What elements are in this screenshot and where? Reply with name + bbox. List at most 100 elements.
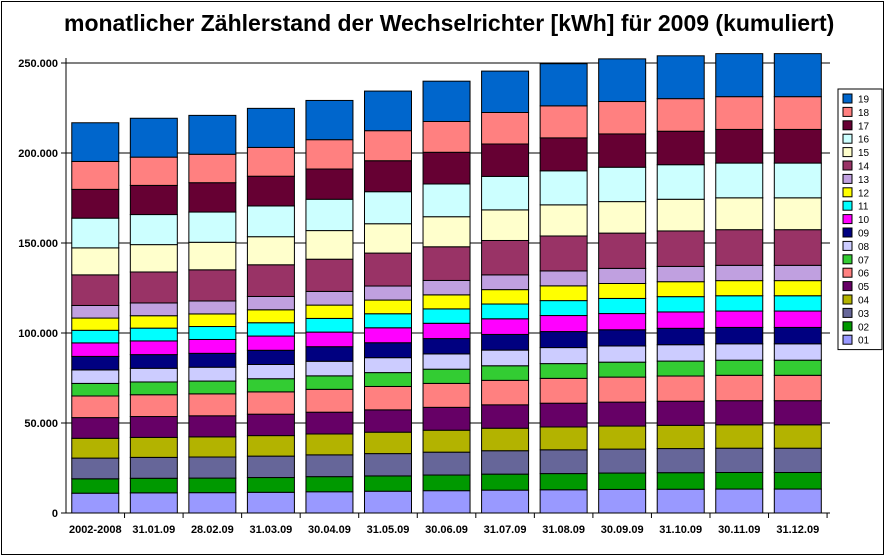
bar-segment-16: [305, 198, 354, 232]
bar-segment-15: [539, 204, 588, 237]
bar-segment-04: [71, 437, 120, 459]
bar-segment-10: [188, 338, 237, 354]
bar-segment-08: [129, 367, 178, 383]
legend-swatch: [842, 294, 853, 305]
bar-segment-06: [363, 385, 412, 411]
bar-segment-01: [422, 490, 471, 514]
bar-segment-02: [188, 477, 237, 494]
legend-label: 12: [858, 188, 870, 199]
legend-label: 10: [858, 215, 870, 226]
bar-segment-09: [539, 331, 588, 349]
y-tick-label: 50.000: [24, 418, 58, 430]
bar-segment-15: [129, 244, 178, 273]
bar-segment-13: [715, 264, 764, 282]
bar-segment-11: [539, 300, 588, 317]
bar-segment-03: [246, 455, 295, 479]
bar-segment-01: [363, 490, 412, 514]
bar-segment-01: [246, 491, 295, 514]
bar-segment-13: [305, 290, 354, 306]
bar-segment-09: [246, 349, 295, 365]
bar-segment-05: [656, 400, 705, 426]
bar-segment-12: [129, 315, 178, 329]
bar-segment-12: [246, 309, 295, 324]
bar-segment-11: [715, 295, 764, 312]
bar-segment-14: [773, 229, 822, 266]
bar-segment-02: [656, 472, 705, 490]
bar-segment-11: [363, 313, 412, 329]
bar-segment-13: [656, 265, 705, 283]
bar-segment-11: [656, 296, 705, 313]
bar-segment-16: [188, 211, 237, 243]
bar-segment-06: [715, 374, 764, 402]
bar-segment-07: [246, 378, 295, 393]
bar-segment-02: [598, 472, 647, 490]
bar-segment-17: [188, 182, 237, 213]
bar-segment-08: [305, 360, 354, 377]
legend-label: 04: [858, 296, 870, 307]
bar-segment-03: [481, 450, 530, 475]
bar-segment-13: [188, 300, 237, 315]
bar-segment-19: [188, 114, 237, 155]
bar-segment-15: [305, 230, 354, 260]
bar-segment-09: [363, 342, 412, 359]
bar-segment-13: [363, 285, 412, 301]
bar-segment-10: [773, 310, 822, 328]
legend-swatch: [842, 267, 853, 278]
bar-segment-06: [188, 393, 237, 417]
bar-segment-05: [363, 409, 412, 433]
bar-segment-13: [773, 264, 822, 282]
bar-segment-01: [481, 489, 530, 514]
legend-swatch: [842, 227, 853, 238]
bar-segment-02: [773, 472, 822, 490]
bar-segment-10: [363, 327, 412, 344]
bar-segment-18: [422, 121, 471, 153]
bar-segment-04: [246, 435, 295, 457]
bar-segment-11: [71, 329, 120, 344]
bar-segment-03: [539, 449, 588, 475]
bar-segment-03: [363, 453, 412, 477]
bar-segment-18: [656, 98, 705, 132]
bar-segment-19: [656, 55, 705, 100]
legend-label: 18: [858, 108, 870, 119]
legend-swatch: [842, 334, 853, 345]
bar-segment-14: [246, 264, 295, 297]
bar-segment-17: [422, 151, 471, 185]
legend-label: 07: [858, 255, 870, 266]
bar-segment-15: [598, 201, 647, 234]
bar-segment-07: [71, 382, 120, 397]
bar-segment-17: [715, 128, 764, 164]
bar-segment-02: [71, 478, 120, 494]
x-tick-label: 31.12.09: [776, 524, 819, 536]
bar-segment-06: [481, 379, 530, 406]
legend-swatch: [842, 160, 853, 171]
x-tick-label: 30.09.09: [601, 524, 644, 536]
x-tick-label: 30.11.09: [718, 524, 760, 536]
bar-segment-10: [305, 331, 354, 348]
bar-segment-18: [246, 146, 295, 177]
bar-segment-19: [71, 122, 120, 162]
bar-segment-18: [773, 96, 822, 130]
bar-segment-03: [188, 456, 237, 479]
bar-segment-14: [656, 230, 705, 267]
bar-segment-12: [305, 304, 354, 319]
bar-segment-11: [246, 322, 295, 337]
chart-title: monatlicher Zählerstand der Wechselricht…: [64, 10, 835, 36]
y-tick-label: 250.000: [18, 58, 58, 70]
x-tick-label: 31.05.09: [367, 524, 410, 536]
y-tick-label: 100.000: [18, 328, 58, 340]
bar-segment-12: [363, 299, 412, 315]
bar-segment-06: [129, 394, 178, 418]
bar-segment-17: [363, 160, 412, 193]
bar-segment-03: [715, 447, 764, 474]
bar-segment-04: [188, 436, 237, 458]
bar-segment-01: [598, 488, 647, 514]
bar-segment-12: [598, 283, 647, 299]
bar-segment-09: [715, 326, 764, 345]
bar-segment-10: [246, 335, 295, 351]
legend-swatch: [842, 281, 853, 292]
bar-segment-12: [539, 285, 588, 302]
bar-segment-08: [363, 357, 412, 374]
bar-segment-14: [481, 239, 530, 276]
bar-segment-08: [188, 366, 237, 382]
